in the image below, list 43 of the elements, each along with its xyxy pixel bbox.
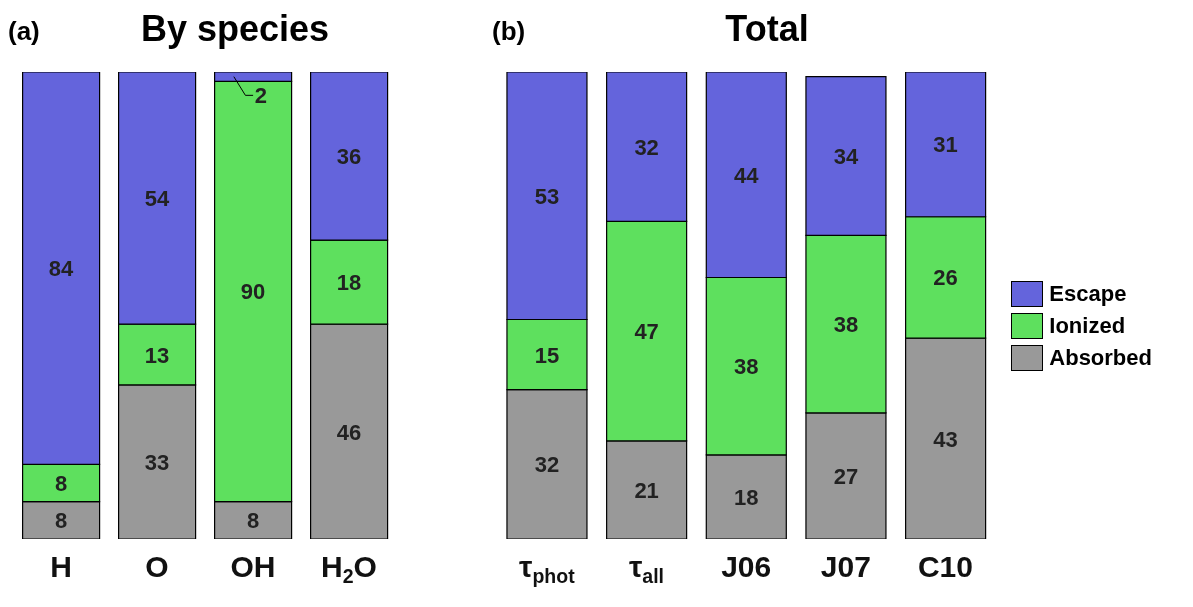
data-label: 15 — [534, 342, 560, 368]
data-label: 2 — [254, 83, 267, 109]
data-label: 8 — [54, 470, 68, 496]
data-label: 47 — [634, 319, 659, 345]
data-label: 90 — [240, 279, 266, 305]
data-label: 32 — [534, 452, 560, 478]
data-label: 36 — [336, 144, 362, 170]
x-tick-label: OH — [230, 550, 276, 583]
text: (b) — [492, 16, 526, 47]
data-label: 32 — [634, 134, 659, 160]
data-label: 26 — [933, 265, 958, 291]
data-label: 8 — [246, 508, 260, 534]
x-tick-label: τ$_{all}$ — [628, 550, 665, 587]
text: (a) — [8, 16, 40, 47]
legend-label: Escape — [1049, 281, 1127, 307]
chart-title: By species — [139, 8, 331, 50]
x-tick-label: O — [145, 550, 169, 583]
legend-label: Ionized — [1049, 313, 1126, 339]
data-label: 38 — [734, 354, 759, 380]
x-tick-label: H — [50, 550, 72, 583]
chart-title: Total — [724, 8, 810, 50]
data-label: 53 — [534, 183, 560, 209]
x-tick-label: J07 — [820, 550, 871, 583]
data-label: 18 — [734, 484, 759, 510]
legend-label: Absorbed — [1049, 345, 1152, 371]
data-label: 13 — [144, 342, 170, 368]
data-label: 8 — [54, 508, 68, 534]
x-tick-label: J06 — [721, 550, 772, 583]
data-label: 21 — [634, 477, 659, 503]
x-tick-label: H$_{2}$O — [321, 550, 377, 587]
data-label: 34 — [833, 144, 859, 170]
data-label: 84 — [48, 256, 75, 282]
x-tick-label: τ$_{phot}$ — [519, 550, 576, 587]
data-label: 31 — [933, 132, 958, 158]
data-label: 27 — [833, 463, 859, 489]
data-label: 43 — [933, 426, 958, 452]
data-label: 18 — [336, 270, 362, 296]
data-label: 33 — [144, 449, 170, 475]
data-label: 44 — [734, 162, 760, 188]
x-tick-label: C10 — [917, 550, 973, 583]
data-label: 46 — [336, 419, 362, 445]
data-label: 38 — [833, 312, 859, 338]
data-label: 54 — [144, 186, 171, 212]
